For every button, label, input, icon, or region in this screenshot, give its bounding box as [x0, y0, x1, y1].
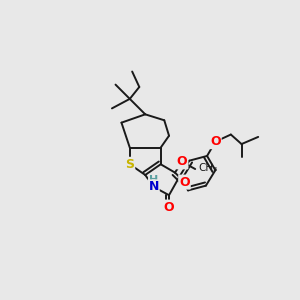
Text: S: S [125, 158, 134, 171]
Text: CH₃: CH₃ [199, 163, 218, 173]
Text: O: O [164, 201, 174, 214]
Text: O: O [179, 176, 190, 189]
Text: O: O [210, 135, 221, 148]
Text: O: O [177, 155, 188, 168]
Text: N: N [148, 180, 159, 194]
Text: H: H [149, 175, 158, 185]
